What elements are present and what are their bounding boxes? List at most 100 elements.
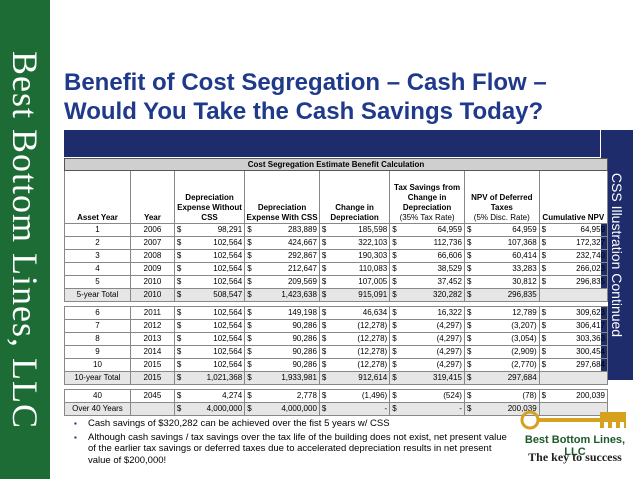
cell-dep-without: 1,021,368 [185, 371, 246, 385]
currency-symbol: $ [389, 249, 401, 263]
table-row: 4 2009 $102,564 $212,647 $110,083 $38,529 $33,… [64, 262, 609, 276]
currency-symbol: $ [244, 236, 256, 250]
cell-year: 2010 [129, 288, 175, 302]
currency-symbol: $ [538, 262, 551, 276]
cell-tax-savings: 66,606 [400, 249, 465, 263]
currency-symbol: $ [318, 402, 331, 416]
cell-year: 2007 [129, 236, 175, 250]
currency-symbol: $ [463, 223, 476, 237]
slide-title: Benefit of Cost Segregation – Cash Flow … [64, 68, 634, 126]
cell-asset-year: 5-year Total [64, 288, 131, 302]
cell-dep-without: 102,564 [185, 319, 246, 333]
cell-dep-without: 4,274 [185, 389, 246, 403]
cell-dep-without: 102,564 [185, 249, 246, 263]
cell-asset-year: 40 [64, 389, 131, 403]
currency-symbol: $ [318, 319, 331, 333]
currency-symbol: $ [244, 332, 256, 346]
table-row: 1 2006 $98,291 $283,889 $185,598 $64,959 $64,9… [64, 223, 609, 237]
currency-symbol: $ [244, 223, 256, 237]
cell-asset-year: 6 [64, 306, 131, 320]
col-tax-savings: Tax Savings from Change in Depreciation … [389, 170, 465, 224]
currency-symbol: $ [244, 319, 256, 333]
currency-symbol: $ [244, 262, 256, 276]
cell-dep-without: 102,564 [185, 262, 246, 276]
currency-symbol: $ [463, 402, 476, 416]
currency-symbol: $ [318, 249, 331, 263]
currency-symbol: $ [463, 236, 476, 250]
currency-symbol: $ [389, 358, 401, 372]
currency-symbol: $ [318, 358, 331, 372]
cell-change: 322,103 [330, 236, 391, 250]
table-row: 2 2007 $102,564 $424,667 $322,103 $112,736 $10… [64, 236, 609, 250]
cell-dep-with: 90,286 [255, 345, 320, 359]
cell-year: 2045 [129, 389, 175, 403]
cell-tax-savings: - [400, 402, 465, 416]
company-vertical-name: Best Bottom Lines, LLC [5, 50, 45, 429]
currency-symbol: $ [173, 262, 186, 276]
cell-year: 2010 [129, 275, 175, 289]
currency-symbol: $ [173, 306, 186, 320]
cell-asset-year: 10-year Total [64, 371, 131, 385]
currency-symbol: $ [173, 389, 186, 403]
cell-cum-npv: 232,740 [550, 249, 609, 263]
cell-dep-with: 4,000,000 [255, 402, 320, 416]
table-row: 6 2011 $102,564 $149,198 $46,634 $16,322 $12,7… [64, 306, 609, 320]
cell-dep-with: 209,569 [255, 275, 320, 289]
col-asset-year: Asset Year [64, 170, 131, 224]
currency-symbol: $ [389, 402, 401, 416]
currency-symbol: $ [463, 319, 476, 333]
cell-npv: 12,789 [475, 306, 540, 320]
cell-asset-year: 9 [64, 345, 131, 359]
col-year: Year [129, 170, 175, 224]
title-line-1: Benefit of Cost Segregation – Cash Flow … [64, 69, 547, 96]
currency-symbol: $ [389, 306, 401, 320]
cell-tax-savings: (4,297) [400, 345, 465, 359]
currency-symbol: $ [463, 288, 476, 302]
cell-asset-year: 8 [64, 332, 131, 346]
currency-symbol: $ [463, 262, 476, 276]
col-disc-rate: (5% Disc. Rate) [473, 213, 530, 222]
currency-symbol: $ [318, 389, 331, 403]
cell-change: 915,091 [330, 288, 391, 302]
currency-symbol: $ [173, 358, 186, 372]
cell-dep-without: 102,564 [185, 236, 246, 250]
currency-symbol: $ [244, 358, 256, 372]
table-row: 5 2010 $102,564 $209,569 $107,005 $37,452 $30,… [64, 275, 609, 289]
cell-cum-npv: 303,363 [550, 332, 609, 346]
currency-symbol: $ [318, 332, 331, 346]
cell-change: 46,634 [330, 306, 391, 320]
table-row: 3 2008 $102,564 $292,867 $190,303 $66,606 $60,… [64, 249, 609, 263]
table-row: 7 2012 $102,564 $90,286 $ (12,278) $ (4,297) $ (3… [64, 319, 609, 333]
cell-asset-year: 3 [64, 249, 131, 263]
currency-symbol: $ [389, 288, 401, 302]
cell-npv: (2,770) [475, 358, 540, 372]
currency-symbol: $ [244, 288, 256, 302]
currency-symbol: $ [244, 275, 256, 289]
cell-dep-without: 102,564 [185, 358, 246, 372]
cell-change: 107,005 [330, 275, 391, 289]
cell-year: 2009 [129, 262, 175, 276]
table-row: 8 2013 $102,564 $90,286 $ (12,278) $ (4,297) $ (3… [64, 332, 609, 346]
table-total-row: Over 40 Years $4,000,000 $4,000,000 $ - $ - $20… [64, 402, 609, 416]
currency-symbol: $ [389, 389, 401, 403]
currency-symbol: $ [538, 249, 551, 263]
cell-year: 2008 [129, 249, 175, 263]
currency-symbol: $ [318, 275, 331, 289]
cell-cum-npv: 296,835 [550, 275, 609, 289]
cell-empty [550, 371, 609, 385]
currency-symbol: $ [538, 223, 551, 237]
col-dep-without: Depreciation Expense Without CSS [173, 170, 246, 224]
cell-tax-savings: 319,415 [400, 371, 465, 385]
navy-header-band [64, 130, 600, 157]
cell-cum-npv: 306,417 [550, 319, 609, 333]
currency-symbol: $ [463, 371, 476, 385]
currency-symbol: $ [463, 389, 476, 403]
cell-empty [550, 402, 609, 416]
currency-symbol: $ [318, 288, 331, 302]
cell-change: 185,598 [330, 223, 391, 237]
side-label: CSS Illustration Continued [609, 172, 625, 338]
calc-table-wrapper: Cost Segregation Estimate Benefit Calcul… [64, 158, 609, 416]
cell-dep-with: 149,198 [255, 306, 320, 320]
table-row: 9 2014 $102,564 $90,286 $ (12,278) $ (4,297) $ (2… [64, 345, 609, 359]
currency-symbol: $ [463, 345, 476, 359]
